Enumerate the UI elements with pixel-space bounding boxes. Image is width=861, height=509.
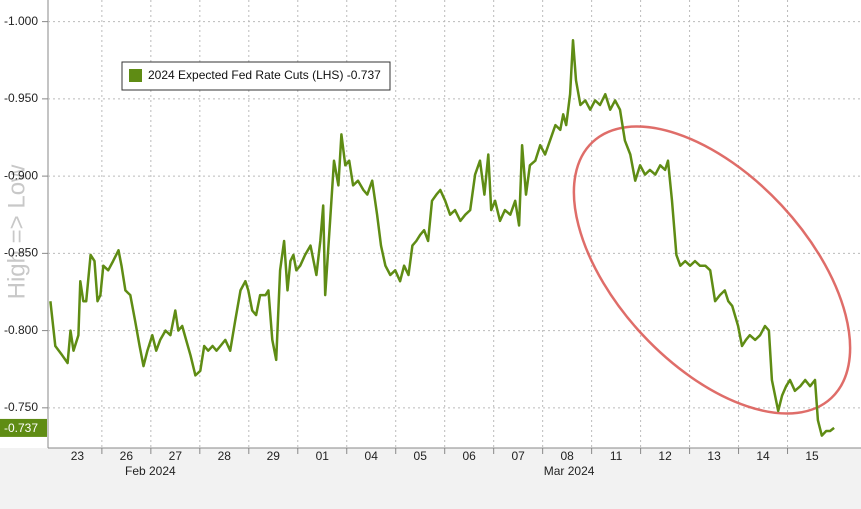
x-tick-label: 11 (610, 449, 623, 463)
month-label: Feb 2024 (125, 464, 176, 478)
y-tick-label: -0.950 (4, 91, 38, 105)
last-value-box (0, 418, 47, 437)
x-tick-label: 13 (707, 449, 721, 463)
x-tick-label: 26 (120, 449, 134, 463)
legend: 2024 Expected Fed Rate Cuts (LHS) -0.737 (121, 61, 391, 91)
y-tick-label: -0.900 (4, 168, 38, 182)
x-tick-label: 07 (511, 449, 525, 463)
y-tick-label: -0.800 (4, 323, 38, 337)
x-tick-label: 12 (658, 449, 672, 463)
legend-last-value: -0.737 (347, 68, 381, 82)
month-label: Mar 2024 (544, 464, 595, 478)
legend-series-name: 2024 Expected Fed Rate Cuts (LHS) (148, 68, 343, 82)
x-tick-label: 14 (756, 449, 770, 463)
y-tick-label: -0.850 (4, 246, 38, 260)
x-tick-label: 05 (414, 449, 428, 463)
legend-swatch (129, 69, 142, 82)
x-tick-label: 06 (463, 449, 477, 463)
x-tick-label: 27 (169, 449, 183, 463)
y-tick-label: -0.750 (4, 400, 38, 414)
highlight-ellipse (572, 125, 852, 415)
legend-label: 2024 Expected Fed Rate Cuts (LHS) -0.737 (148, 68, 381, 82)
x-axis-band (0, 448, 861, 509)
y-tick-label: -1.000 (4, 14, 38, 28)
last-value-label: -0.737 (4, 421, 38, 435)
legend-box (121, 61, 391, 91)
x-tick-label: 23 (71, 449, 85, 463)
x-tick-label: 08 (560, 449, 574, 463)
x-tick-label: 04 (365, 449, 379, 463)
x-tick-label: 29 (267, 449, 281, 463)
x-tick-label: 28 (218, 449, 232, 463)
plot (49, 38, 835, 437)
x-tick-label: 01 (316, 449, 330, 463)
series-line (49, 38, 835, 437)
y-axis-label: High => Low (3, 164, 30, 299)
x-tick-label: 15 (805, 449, 819, 463)
